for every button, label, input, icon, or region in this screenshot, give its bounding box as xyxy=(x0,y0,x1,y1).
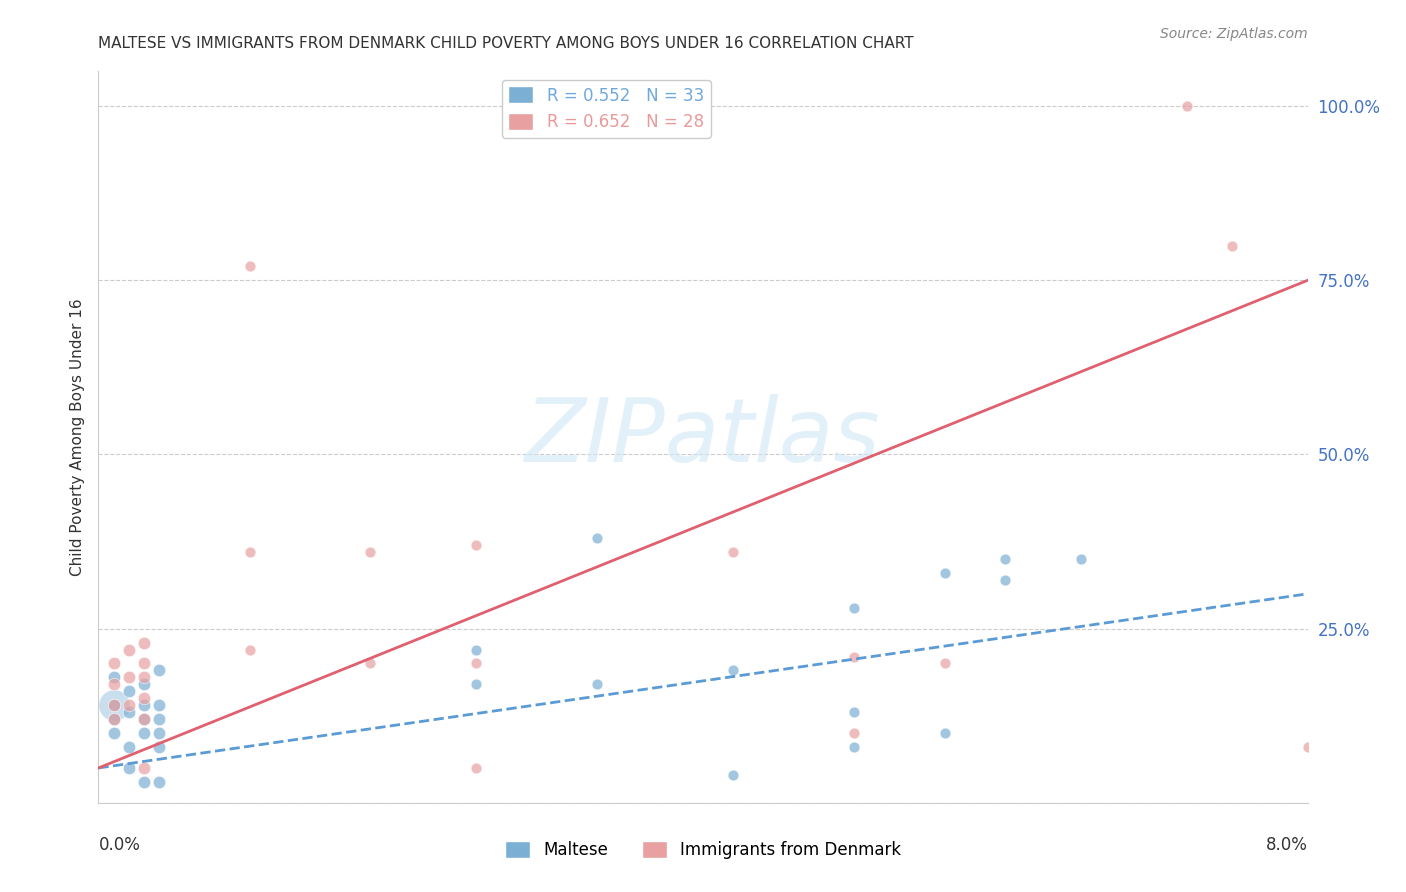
Point xyxy=(132,691,155,706)
Point xyxy=(723,664,745,678)
Point xyxy=(132,726,155,740)
Point xyxy=(103,726,125,740)
Point xyxy=(118,740,141,755)
Point xyxy=(239,260,262,274)
Point xyxy=(148,712,170,726)
Point xyxy=(148,775,170,789)
Point xyxy=(934,657,956,671)
Point xyxy=(118,761,141,775)
Point xyxy=(465,538,488,552)
Point xyxy=(465,657,488,671)
Point xyxy=(844,705,866,719)
Point xyxy=(132,775,155,789)
Point xyxy=(118,642,141,657)
Point xyxy=(118,670,141,684)
Point xyxy=(1175,99,1198,113)
Point xyxy=(148,698,170,713)
Text: Source: ZipAtlas.com: Source: ZipAtlas.com xyxy=(1160,27,1308,41)
Legend: R = 0.552   N = 33, R = 0.652   N = 28: R = 0.552 N = 33, R = 0.652 N = 28 xyxy=(502,79,710,137)
Point xyxy=(132,761,155,775)
Point xyxy=(103,677,125,691)
Point xyxy=(132,712,155,726)
Point xyxy=(844,726,866,740)
Point xyxy=(360,657,382,671)
Point xyxy=(118,698,141,713)
Point xyxy=(132,677,155,691)
Point xyxy=(1070,552,1092,566)
Point xyxy=(103,698,125,713)
Y-axis label: Child Poverty Among Boys Under 16: Child Poverty Among Boys Under 16 xyxy=(69,298,84,576)
Point xyxy=(723,768,745,782)
Point xyxy=(844,649,866,664)
Text: ZIPatlas: ZIPatlas xyxy=(526,394,880,480)
Point xyxy=(1296,740,1319,755)
Point xyxy=(103,698,125,713)
Point xyxy=(103,670,125,684)
Point xyxy=(103,712,125,726)
Text: MALTESE VS IMMIGRANTS FROM DENMARK CHILD POVERTY AMONG BOYS UNDER 16 CORRELATION: MALTESE VS IMMIGRANTS FROM DENMARK CHILD… xyxy=(98,36,914,51)
Point xyxy=(586,531,609,545)
Point xyxy=(103,657,125,671)
Point xyxy=(844,600,866,615)
Point xyxy=(103,698,125,713)
Point xyxy=(934,726,956,740)
Point xyxy=(723,545,745,559)
Point xyxy=(844,740,866,755)
Point xyxy=(465,677,488,691)
Point xyxy=(118,705,141,719)
Point xyxy=(1220,238,1243,252)
Point xyxy=(148,726,170,740)
Point xyxy=(360,545,382,559)
Point xyxy=(118,684,141,698)
Point xyxy=(103,712,125,726)
Point xyxy=(132,698,155,713)
Point xyxy=(994,573,1017,587)
Point xyxy=(994,552,1017,566)
Point xyxy=(148,740,170,755)
Point xyxy=(239,545,262,559)
Point xyxy=(465,761,488,775)
Point xyxy=(132,635,155,649)
Legend: Maltese, Immigrants from Denmark: Maltese, Immigrants from Denmark xyxy=(498,834,908,866)
Text: 8.0%: 8.0% xyxy=(1265,836,1308,854)
Point xyxy=(934,566,956,580)
Point xyxy=(132,670,155,684)
Point xyxy=(132,712,155,726)
Point xyxy=(239,642,262,657)
Point xyxy=(465,642,488,657)
Point xyxy=(132,657,155,671)
Point xyxy=(148,664,170,678)
Point xyxy=(586,677,609,691)
Text: 0.0%: 0.0% xyxy=(98,836,141,854)
